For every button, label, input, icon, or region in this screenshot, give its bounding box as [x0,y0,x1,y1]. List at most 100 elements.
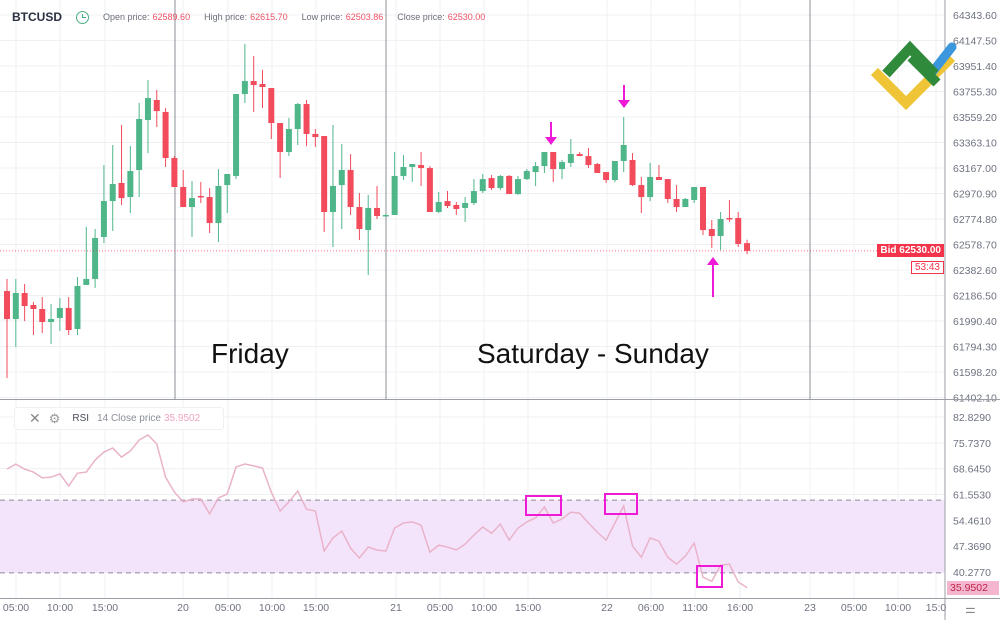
candle-body [259,84,266,88]
candle [171,155,178,188]
candle [409,163,416,183]
candle [400,155,407,180]
candle-body [594,163,601,173]
candle [744,239,751,255]
candle [329,124,336,247]
candle-body [189,198,196,208]
candle [682,197,689,208]
candle-body [699,187,706,231]
candle-body [717,219,724,237]
candle-body [611,161,618,180]
candle [435,191,442,214]
time-tick-label: 15:00 [515,602,541,614]
candle [189,181,196,237]
candle-body [497,175,504,189]
low-value: 62503.86 [345,12,384,22]
candle [356,192,363,241]
candle [603,172,610,183]
symbol-name[interactable]: BTCUSD [12,10,62,24]
candle [620,117,627,173]
price-tick-label: 61794.30 [953,342,997,354]
candle [418,152,425,186]
candle [559,159,566,180]
candle [153,89,160,128]
gear-icon[interactable]: ⚙ [48,410,61,426]
clock-icon[interactable] [76,10,89,24]
candle-body [65,307,72,331]
candle [74,277,81,336]
candle [453,201,460,215]
candle-body [180,187,187,208]
time-tick-label: 20 [177,602,189,614]
candle-body [153,100,160,112]
candle [391,152,398,215]
candle-body [233,94,240,176]
time-tick-label: 22 [601,602,613,614]
price-tick-label: 61598.20 [953,367,997,379]
candle [426,166,433,212]
candle [136,103,143,198]
open-label: Open price: [103,12,150,22]
rsi-highlight-box [696,565,723,588]
candle [638,177,645,214]
candle [83,226,90,285]
candle-body [426,168,433,212]
price-tick-label: 63951.40 [953,61,997,73]
candle [215,169,222,243]
candle-body [550,152,557,170]
rsi-tick-label: 47.3690 [953,541,991,553]
candle [206,188,213,234]
candle-body [347,169,354,208]
candle-body [83,278,90,285]
close-icon[interactable]: ✕ [29,410,41,426]
time-tick-label: 23 [804,602,816,614]
close-value: 62530.00 [447,12,486,22]
candle-body [400,166,407,176]
time-tick-label: 10:00 [885,602,911,614]
candle-body [338,169,345,186]
candle-body [647,177,654,198]
logo-green-chevron [882,40,939,78]
down-arrow-icon-head [545,137,557,145]
candle [48,304,55,345]
candle [479,174,486,193]
candle [647,162,654,202]
price-tick-label: 62382.60 [953,265,997,277]
candle [514,175,521,195]
candle-body [567,153,574,163]
bid-price-label: Bid 62530.00 [877,244,944,257]
time-tick-label: 10:00 [47,602,73,614]
candle-body [409,163,416,167]
time-tick-label: 15:0 [926,602,947,614]
scale-settings-icon[interactable]: ⚌ [965,602,976,616]
time-tick-label: 15:00 [303,602,329,614]
candle [691,187,698,204]
rsi-legend-value: 35.9502 [163,413,201,424]
high-value: 62615.70 [250,12,288,22]
rsi-params: 14 Close price [97,413,161,424]
candle-body [744,243,751,251]
candle-body [682,198,689,208]
candle-body [655,177,662,180]
rsi-highlight-box [525,495,562,516]
candle [506,175,513,195]
candle [259,69,266,109]
candle-body [374,207,381,217]
price-tick-label: 62578.70 [953,240,997,252]
candle [735,211,742,247]
candle [550,152,557,183]
friday-annotation: Friday [211,338,289,369]
price-tick-label: 63167.00 [953,163,997,175]
candle-body [100,201,107,237]
candle-body [691,187,698,201]
candle-body [109,184,116,202]
candle [39,297,46,334]
candle [470,179,477,205]
rsi-tick-label: 75.7370 [953,438,991,450]
candle-body [329,185,336,212]
candle [699,187,706,236]
candle-body [506,175,513,195]
time-tick-label: 15:00 [92,602,118,614]
candle [312,129,319,147]
